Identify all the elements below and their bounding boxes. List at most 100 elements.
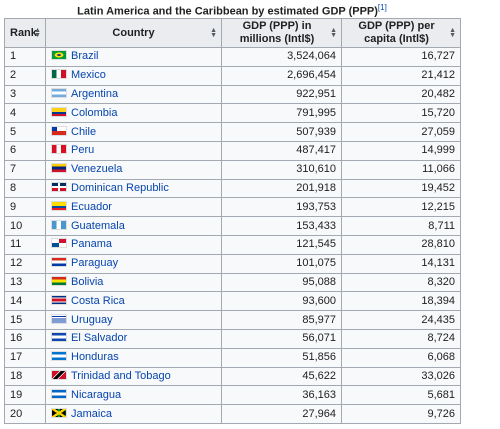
country-link[interactable]: Panama [71,238,112,251]
country-link[interactable]: Peru [71,144,95,157]
country-link[interactable]: Mexico [71,69,106,82]
sort-icon[interactable]: ▲ ▼ [34,27,41,39]
table-row: 2 Mexico 2,696,454 21,412 [4,65,461,86]
table-row: 7 Venezuela 310,610 11,066 [4,159,461,180]
country-link[interactable]: Chile [71,125,97,138]
table-row: 10 Guatemala 153,433 8,711 [4,216,461,236]
per-capita-cell: 18,394 [341,291,461,312]
gdp-table: Rank ▲ ▼ Country ▲ ▼ GDP (PPP) in millions (… [4,18,461,424]
country-cell: Honduras [45,347,222,368]
country-cell: Bolivia [45,272,222,293]
flag-icon [51,388,67,399]
country-cell: Trinidad and Tobago [45,366,222,387]
per-capita-cell: 15,720 [341,103,461,124]
rank-cell: 2 [4,65,46,86]
country-link[interactable]: Dominican Republic [71,181,169,194]
rank-cell: 17 [4,347,46,368]
table-row: 17 Honduras 51,856 6,068 [4,347,461,368]
gdp-header[interactable]: GDP (PPP) in millions (Intl$) ▲ ▼ [221,18,342,48]
per-capita-cell: 20,482 [341,84,461,105]
rank-header[interactable]: Rank ▲ ▼ [4,18,46,48]
flag-icon [51,163,67,174]
country-cell: Mexico [45,65,222,86]
gdp-cell: 85,977 [221,310,342,330]
per-capita-cell: 12,215 [341,197,461,218]
flag-icon [51,332,67,343]
reference-link[interactable]: [1] [377,3,387,12]
flag-icon [51,294,67,305]
country-cell: Paraguay [45,253,222,274]
country-link[interactable]: Uruguay [71,313,113,326]
sort-icon[interactable]: ▲ ▼ [330,27,337,39]
flag-icon [51,181,67,192]
country-link[interactable]: Argentina [71,87,119,100]
country-link[interactable]: Trinidad and Tobago [71,369,171,382]
per-capita-cell: 16,727 [341,47,461,67]
per-capita-cell: 24,435 [341,310,461,330]
per-capita-header[interactable]: GDP (PPP) per capita (Intl$) ▲ ▼ [341,18,461,48]
gdp-cell: 922,951 [221,84,342,105]
country-link[interactable]: Brazil [71,50,99,63]
per-capita-cell: 5,681 [341,385,461,406]
country-link[interactable]: Guatemala [71,219,125,232]
flag-icon [51,125,67,136]
country-cell: Jamaica [45,404,222,424]
table-row: 13 Bolivia 95,088 8,320 [4,272,461,293]
table-row: 20 Jamaica 27,964 9,726 [4,404,461,424]
country-cell: Chile [45,122,222,142]
table-row: 18 Trinidad and Tobago 45,622 33,026 [4,366,461,387]
country-cell: Panama [45,234,222,255]
country-link[interactable]: Venezuela [71,163,123,176]
rank-cell: 13 [4,272,46,293]
flag-icon [51,238,67,249]
country-link[interactable]: Ecuador [71,200,112,213]
flag-icon [51,200,67,211]
country-link[interactable]: Jamaica [71,407,112,420]
header-text: GDP (PPP) in millions (Intl$) [239,20,315,45]
gdp-cell: 310,610 [221,159,342,180]
table-row: 8 Dominican Republic 201,918 19,452 [4,178,461,199]
table-row: 16 El Salvador 56,071 8,724 [4,328,461,349]
table-row: 5 Chile 507,939 27,059 [4,122,461,142]
per-capita-cell: 8,320 [341,272,461,293]
per-capita-cell: 6,068 [341,347,461,368]
flag-icon [51,275,67,286]
header-text: Country [112,26,155,39]
flag-icon [51,257,67,268]
country-cell: Venezuela [45,159,222,180]
flag-icon [51,369,67,380]
country-link[interactable]: Colombia [71,106,118,119]
sort-icon[interactable]: ▲ ▼ [210,27,217,39]
table-row: 6 Peru 487,417 14,999 [4,140,461,161]
country-header[interactable]: Country ▲ ▼ [45,18,222,48]
rank-cell: 14 [4,291,46,312]
country-link[interactable]: Honduras [71,351,119,364]
rank-cell: 1 [4,47,46,67]
country-cell: Peru [45,140,222,161]
per-capita-cell: 19,452 [341,178,461,199]
country-cell: Costa Rica [45,291,222,312]
country-cell: Uruguay [45,310,222,330]
rank-cell: 7 [4,159,46,180]
country-link[interactable]: Nicaragua [71,388,122,401]
country-link[interactable]: Bolivia [71,275,104,288]
table-row: 14 Costa Rica 93,600 18,394 [4,291,461,312]
rank-cell: 3 [4,84,46,105]
table-row: 4 Colombia 791,995 15,720 [4,103,461,124]
rank-cell: 16 [4,328,46,349]
gdp-cell: 93,600 [221,291,342,312]
country-link[interactable]: El Salvador [71,332,128,345]
sort-icon[interactable]: ▲ ▼ [449,27,456,39]
gdp-cell: 36,163 [221,385,342,406]
rank-cell: 18 [4,366,46,387]
country-link[interactable]: Paraguay [71,257,119,270]
per-capita-cell: 11,066 [341,159,461,180]
table-row: 19 Nicaragua 36,163 5,681 [4,385,461,406]
flag-icon [51,313,67,324]
gdp-cell: 27,964 [221,404,342,424]
country-link[interactable]: Costa Rica [71,294,125,307]
per-capita-cell: 14,131 [341,253,461,274]
table-row: 12 Paraguay 101,075 14,131 [4,253,461,274]
rank-cell: 4 [4,103,46,124]
country-cell: Ecuador [45,197,222,218]
